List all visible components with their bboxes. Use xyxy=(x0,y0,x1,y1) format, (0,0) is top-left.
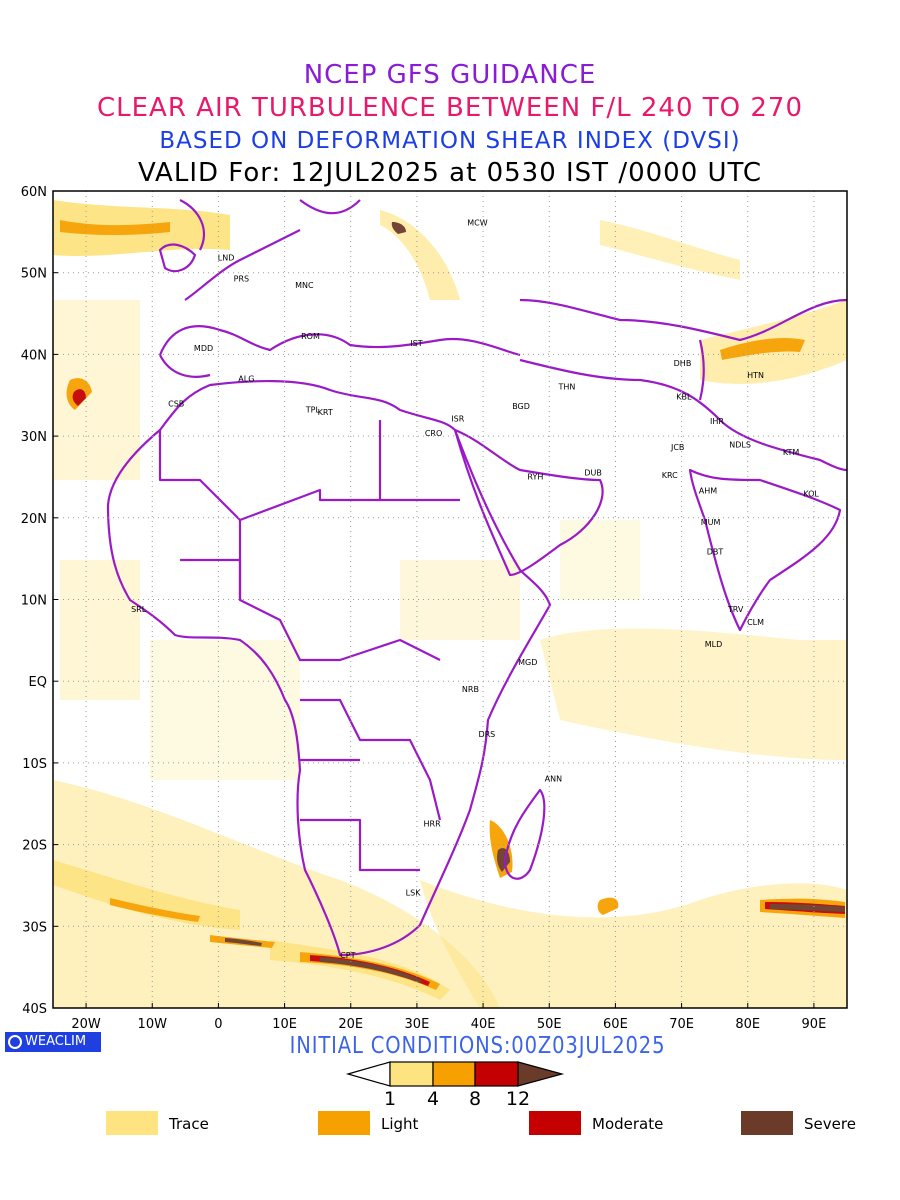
city-label-csb: CSB xyxy=(168,400,184,409)
axis-labels: 60N 50N 40N 30N 20N 10N EQ 10S 20S 30S 40S 20W 10W 0 1… xyxy=(21,185,827,1032)
city-label-ryh: RYH xyxy=(527,472,543,481)
city-label-lnd: LND xyxy=(218,253,235,262)
city-label-mnc: MNC xyxy=(295,281,314,290)
city-label-ann: ANN xyxy=(545,775,562,784)
lon-tick-label: 20W xyxy=(71,1017,101,1032)
city-label-drs: DRS xyxy=(478,730,495,739)
city-label-ihr: IHR xyxy=(710,417,724,426)
lat-tick-label: 30S xyxy=(22,920,47,935)
lon-tick-label: 30E xyxy=(405,1017,430,1032)
city-label-ktm: KTM xyxy=(783,448,800,457)
city-label-prs: PRS xyxy=(234,275,249,284)
title-valid-time: VALID For: 12JUL2025 at 0530 IST /0000 U… xyxy=(137,158,763,188)
city-label-clm: CLM xyxy=(747,618,764,627)
lon-tick-label: 60E xyxy=(603,1017,628,1032)
city-label-thn: THN xyxy=(558,383,576,392)
lon-tick-label: 70E xyxy=(669,1017,694,1032)
city-label-bgd: BGD xyxy=(512,402,530,411)
lon-tick-label: 90E xyxy=(802,1017,827,1032)
graticule xyxy=(53,191,847,1008)
city-label-mum: MUM xyxy=(701,518,721,527)
country-borders xyxy=(106,199,847,957)
colorbar-tick-label: 8 xyxy=(468,1088,482,1110)
logo-text: WEACLIM xyxy=(25,1034,87,1049)
city-label-jcb: JCB xyxy=(670,443,684,452)
title-model: NCEP GFS GUIDANCE xyxy=(303,60,597,90)
lat-tick-label: EQ xyxy=(29,675,47,690)
colorbar-tick-label: 1 xyxy=(383,1088,397,1110)
title-method: BASED ON DEFORMATION SHEAR INDEX (DVSI) xyxy=(159,128,741,154)
turbulence-shading xyxy=(53,200,847,1008)
city-label-mdd: MDD xyxy=(194,344,213,353)
lat-tick-label: 40S xyxy=(22,1002,47,1017)
lat-tick-label: 60N xyxy=(21,185,47,200)
city-label-alg: ALG xyxy=(238,374,254,383)
city-label-kol: KOL xyxy=(803,490,819,499)
initial-conditions: INITIAL CONDITIONS:00Z03JUL2025 xyxy=(289,1033,666,1059)
legend-swatch-moderate xyxy=(529,1111,581,1135)
city-label-cro: CRO xyxy=(425,429,442,438)
colorbar-tick-label: 12 xyxy=(505,1088,531,1110)
city-label-srl: SRL xyxy=(131,605,147,614)
lon-tick-label: 50E xyxy=(537,1017,562,1032)
logo-circle-icon xyxy=(8,1035,22,1049)
city-label-hrr: HRR xyxy=(424,820,442,829)
city-label-rom: ROM xyxy=(301,332,320,341)
city-label-ahm: AHM xyxy=(699,486,717,495)
city-label-krc: KRC xyxy=(662,471,678,480)
lon-tick-label: 20E xyxy=(338,1017,363,1032)
lat-tick-label: 20S xyxy=(22,839,47,854)
legend-label-severe: Severe xyxy=(804,1115,856,1133)
city-label-trv: TRV xyxy=(727,605,744,614)
legend-swatch-light xyxy=(318,1111,370,1135)
legend-swatch-severe xyxy=(741,1111,793,1135)
lat-tick-label: 20N xyxy=(21,512,47,527)
lon-tick-label: 10E xyxy=(272,1017,297,1032)
lon-tick-label: 80E xyxy=(735,1017,760,1032)
city-label-nrb: NRB xyxy=(462,685,479,694)
lat-tick-label: 40N xyxy=(21,348,47,363)
lat-tick-label: 10N xyxy=(21,594,47,609)
city-label-mcw: MCW xyxy=(467,218,487,227)
lon-tick-label: 0 xyxy=(214,1017,222,1032)
city-label-ndls: NDLS xyxy=(729,441,751,450)
city-label-tpl: TPL xyxy=(305,405,321,414)
city-label-krt: KRT xyxy=(318,408,333,417)
legend-label-light: Light xyxy=(381,1115,419,1133)
legend-swatch-trace xyxy=(106,1111,158,1135)
title-product: CLEAR AIR TURBULENCE BETWEEN F/L 240 TO … xyxy=(96,93,804,123)
lat-tick-label: 10S xyxy=(22,757,47,772)
city-label-kbl: KBL xyxy=(676,392,692,401)
lon-tick-label: 10W xyxy=(138,1017,168,1032)
colorbar-tick-label: 4 xyxy=(426,1088,440,1110)
city-label-lsk: LSK xyxy=(406,888,422,897)
legend-label-trace: Trace xyxy=(169,1115,209,1133)
city-label-mld: MLD xyxy=(705,640,723,649)
legend-label-moderate: Moderate xyxy=(592,1115,664,1133)
city-label-ist: IST xyxy=(410,339,422,348)
city-label-dhb: DHB xyxy=(674,359,692,368)
city-label-isr: ISR xyxy=(451,414,464,423)
city-label-dub: DUB xyxy=(584,468,602,477)
city-label-mgd: MGD xyxy=(518,658,537,667)
city-label-cpt: CPT xyxy=(340,951,355,960)
lon-tick-label: 40E xyxy=(471,1017,496,1032)
city-label-htn: HTN xyxy=(747,371,764,380)
lat-tick-label: 30N xyxy=(21,430,47,445)
weaclim-logo: WEACLIM xyxy=(5,1032,101,1052)
lat-tick-label: 50N xyxy=(21,267,47,282)
city-label-dbt: DBT xyxy=(707,548,724,557)
